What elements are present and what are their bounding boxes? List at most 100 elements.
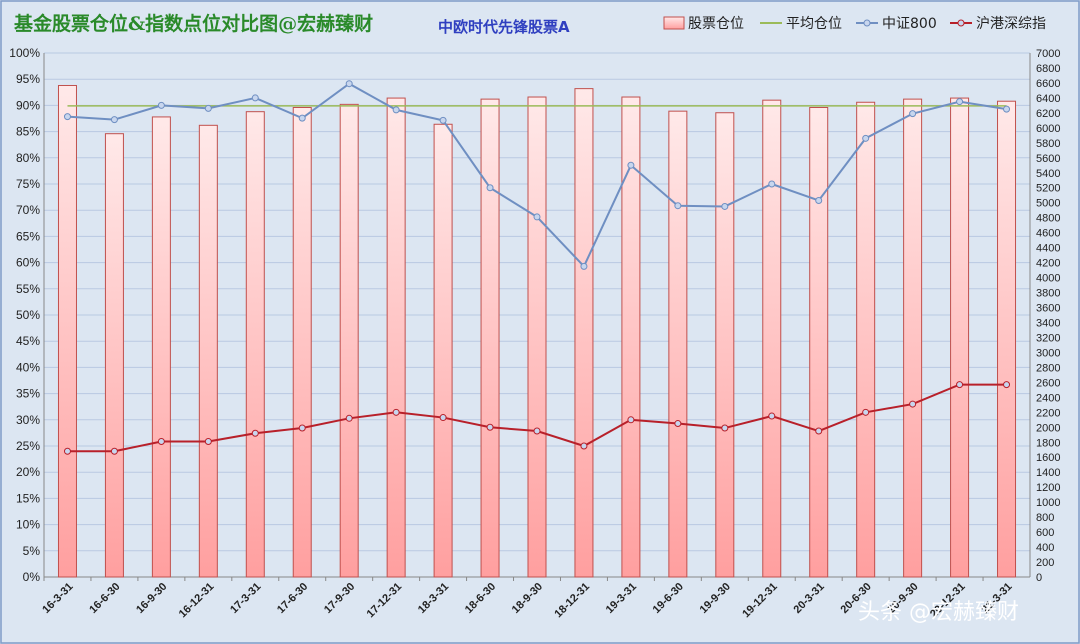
y-left-tick-label: 30% bbox=[16, 413, 40, 427]
y-right-tick-label: 5400 bbox=[1036, 168, 1060, 180]
legend-marker-csi800 bbox=[863, 19, 871, 27]
series-point-1 bbox=[110, 116, 118, 124]
bar-position bbox=[386, 97, 406, 578]
y-left-tick-label: 20% bbox=[16, 465, 40, 479]
series-point-1 bbox=[392, 106, 400, 114]
series-point-2 bbox=[439, 414, 447, 422]
legend-item-average: 平均仓位 bbox=[760, 16, 842, 32]
series-point-2 bbox=[815, 427, 823, 435]
y-left-tick-label: 55% bbox=[16, 282, 40, 296]
bars bbox=[57, 84, 1017, 578]
y-left-tick-label: 65% bbox=[16, 229, 40, 243]
y-right-tick-label: 400 bbox=[1036, 542, 1054, 554]
y-left-tick-label: 85% bbox=[16, 125, 40, 139]
legend-item-hk: 沪港深综指 bbox=[950, 16, 1046, 32]
legend-item-csi800: 中证800 bbox=[856, 16, 937, 32]
y-right-tick-label: 6400 bbox=[1036, 93, 1060, 105]
bar-position bbox=[57, 84, 77, 578]
bar-position bbox=[574, 88, 594, 578]
bar-position bbox=[339, 103, 359, 578]
series-point-2 bbox=[345, 414, 353, 422]
legend-label-average: 平均仓位 bbox=[786, 16, 842, 32]
series-point-2 bbox=[251, 429, 259, 437]
y-right-tick-label: 600 bbox=[1036, 527, 1054, 539]
y-right-tick-label: 1400 bbox=[1036, 467, 1060, 479]
y-left-tick-label: 60% bbox=[16, 256, 40, 270]
lines bbox=[63, 80, 1011, 455]
series-point-1 bbox=[815, 196, 823, 204]
bar-position bbox=[621, 96, 641, 578]
y-left-tick-label: 70% bbox=[16, 203, 40, 217]
legend-label-position: 股票仓位 bbox=[688, 16, 744, 32]
y-right-tick-label: 2400 bbox=[1036, 392, 1060, 404]
y-right-tick-label: 1600 bbox=[1036, 452, 1060, 464]
y-right-tick-label: 1200 bbox=[1036, 482, 1060, 494]
series-point-1 bbox=[157, 101, 165, 109]
series-point-2 bbox=[956, 381, 964, 389]
bar-position bbox=[433, 123, 453, 578]
y-left-tick-label: 25% bbox=[16, 439, 40, 453]
y-left-tick-label: 100% bbox=[9, 46, 40, 60]
y-right-tick-label: 800 bbox=[1036, 512, 1054, 524]
y-left-tick-label: 45% bbox=[16, 334, 40, 348]
bar-position bbox=[950, 97, 970, 578]
y-right-tick-label: 3400 bbox=[1036, 317, 1060, 329]
series-point-1 bbox=[627, 161, 635, 169]
y-left-tick-label: 15% bbox=[16, 491, 40, 505]
y-left-tick-label: 80% bbox=[16, 151, 40, 165]
y-right-tick-label: 3000 bbox=[1036, 347, 1060, 359]
y-right-tick-label: 5800 bbox=[1036, 138, 1060, 150]
bar-position bbox=[198, 124, 218, 578]
y-right-tick-label: 5600 bbox=[1036, 153, 1060, 165]
y-left-tick-label: 0% bbox=[23, 570, 41, 584]
bar-position bbox=[809, 106, 829, 578]
series-point-2 bbox=[204, 438, 212, 446]
series-point-1 bbox=[721, 202, 729, 210]
bar-position bbox=[527, 96, 547, 578]
series-point-2 bbox=[298, 424, 306, 432]
series-point-1 bbox=[909, 110, 917, 118]
series-point-2 bbox=[110, 447, 118, 455]
bar-position bbox=[997, 100, 1017, 578]
series-point-2 bbox=[721, 424, 729, 432]
series-point-2 bbox=[533, 427, 541, 435]
series-point-2 bbox=[392, 408, 400, 416]
y-right-tick-label: 5000 bbox=[1036, 198, 1060, 210]
series-point-2 bbox=[63, 447, 71, 455]
y-right-tick-label: 6000 bbox=[1036, 123, 1060, 135]
y-left-tick-label: 50% bbox=[16, 308, 40, 322]
series-point-1 bbox=[345, 80, 353, 88]
y-right-tick-label: 5200 bbox=[1036, 183, 1060, 195]
bar-position bbox=[292, 106, 312, 578]
series-point-1 bbox=[1003, 105, 1011, 113]
y-left-tick-label: 10% bbox=[16, 518, 40, 532]
y-left-tick-label: 35% bbox=[16, 387, 40, 401]
series-point-2 bbox=[768, 412, 776, 420]
y-right-ticks: 0 200 400 600 800 1000 1200 1400 1600 1800 2000 220… bbox=[1036, 48, 1060, 584]
y-right-tick-label: 4800 bbox=[1036, 213, 1060, 225]
series-point-1 bbox=[439, 116, 447, 124]
y-left-tick-label: 5% bbox=[23, 544, 41, 558]
series-point-1 bbox=[486, 184, 494, 192]
y-right-tick-label: 6600 bbox=[1036, 78, 1060, 90]
bar-position bbox=[762, 99, 782, 578]
y-right-tick-label: 1800 bbox=[1036, 437, 1060, 449]
watermark-text: 头条 @宏赫臻财 bbox=[858, 600, 1019, 625]
series-point-1 bbox=[204, 104, 212, 112]
y-left-tick-label: 75% bbox=[16, 177, 40, 191]
legend-item-position: 股票仓位 bbox=[663, 16, 744, 32]
series-point-1 bbox=[63, 113, 71, 121]
y-left-tick-label: 90% bbox=[16, 98, 40, 112]
legend: 股票仓位 平均仓位 中证800 沪港深综指 bbox=[663, 16, 1046, 32]
y-right-tick-label: 3200 bbox=[1036, 332, 1060, 344]
series-point-2 bbox=[157, 438, 165, 446]
series-point-1 bbox=[674, 202, 682, 210]
series-point-2 bbox=[674, 420, 682, 428]
series-point-2 bbox=[1003, 381, 1011, 389]
y-right-tick-label: 6200 bbox=[1036, 108, 1060, 120]
y-right-tick-label: 2200 bbox=[1036, 407, 1060, 419]
bar-position bbox=[856, 101, 876, 578]
bar-position bbox=[151, 116, 171, 578]
series-point-1 bbox=[251, 94, 259, 102]
